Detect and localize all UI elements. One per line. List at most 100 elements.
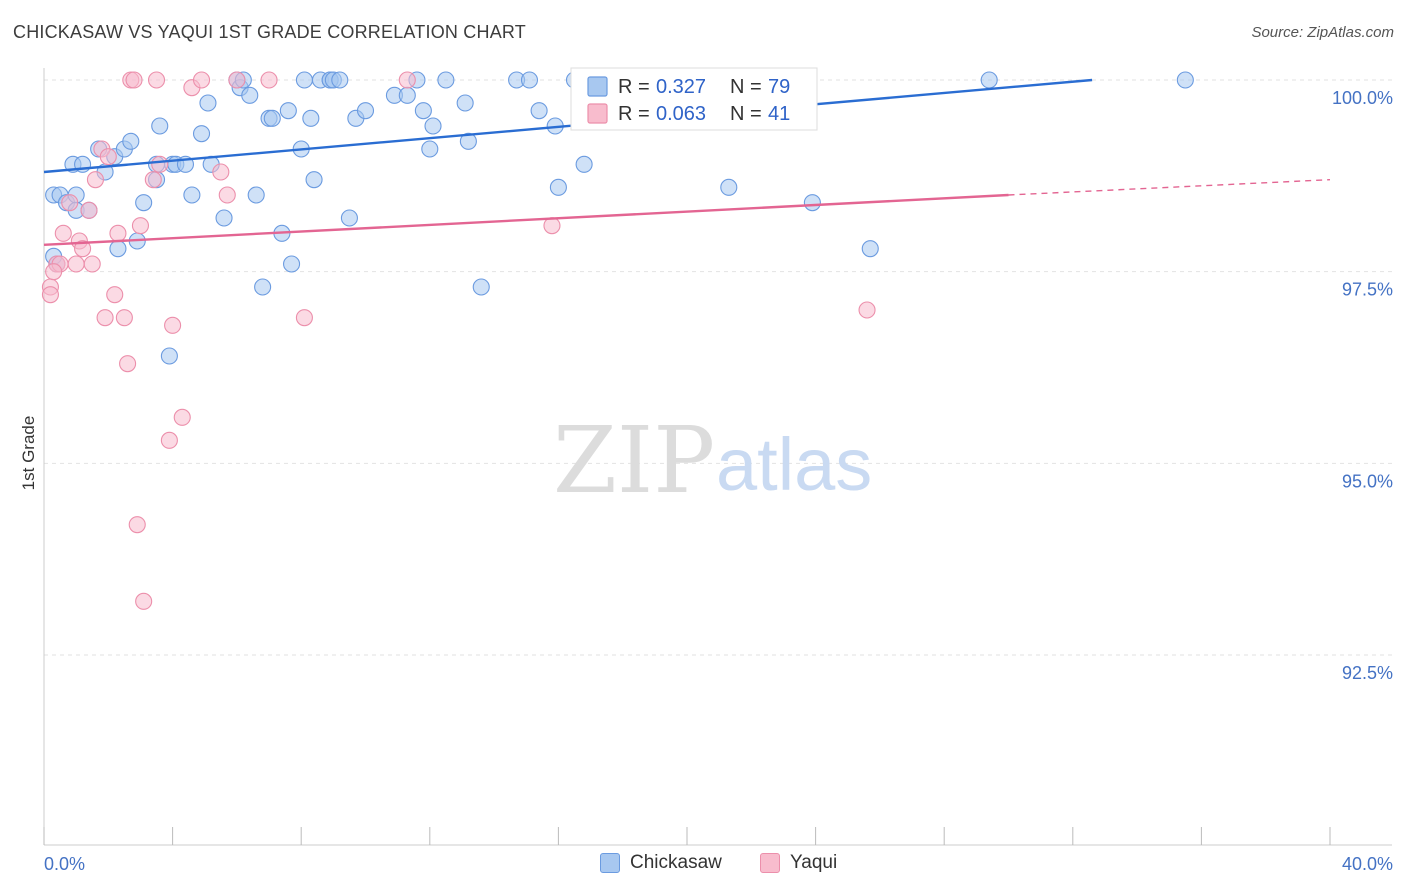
x-tick-label-min: 0.0% <box>44 854 85 874</box>
chickasaw-point[interactable] <box>414 102 432 120</box>
yaqui-point[interactable] <box>151 155 169 173</box>
chickasaw-point[interactable] <box>331 71 349 89</box>
yaqui-point[interactable] <box>125 71 143 89</box>
yaqui-points <box>41 71 876 610</box>
legend-n-label-chickasaw: N = <box>730 76 762 98</box>
y-tick-label: 97.5% <box>1342 280 1393 300</box>
y-tick-label: 100.0% <box>1332 88 1393 108</box>
chickasaw-point[interactable] <box>135 194 153 212</box>
legend-r-value-chickasaw: 0.327 <box>656 76 706 98</box>
yaqui-point[interactable] <box>41 286 59 304</box>
chickasaw-point[interactable] <box>456 94 474 112</box>
yaqui-label: Yaqui <box>790 852 838 873</box>
chickasaw-swatch <box>600 853 620 873</box>
yaqui-point[interactable] <box>144 171 162 189</box>
chickasaw-point[interactable] <box>398 86 416 104</box>
yaqui-point[interactable] <box>45 263 63 281</box>
chickasaw-point[interactable] <box>803 194 821 212</box>
yaqui-point[interactable] <box>109 224 127 242</box>
chickasaw-point[interactable] <box>160 347 178 365</box>
chickasaw-point[interactable] <box>530 102 548 120</box>
chickasaw-point[interactable] <box>295 71 313 89</box>
chickasaw-point[interactable] <box>247 186 265 204</box>
yaqui-point[interactable] <box>115 309 133 327</box>
chickasaw-point[interactable] <box>720 178 738 196</box>
yaqui-point[interactable] <box>54 224 72 242</box>
legend-r-value-yaqui: 0.063 <box>656 103 706 125</box>
yaqui-point[interactable] <box>83 255 101 273</box>
y-tick-label: 92.5% <box>1342 663 1393 683</box>
chickasaw-point[interactable] <box>421 140 439 158</box>
yaqui-point[interactable] <box>858 301 876 319</box>
yaqui-point[interactable] <box>228 71 246 89</box>
yaqui-swatch <box>760 853 780 873</box>
yaqui-point[interactable] <box>212 163 230 181</box>
yaqui-point[interactable] <box>192 71 211 89</box>
yaqui-point[interactable] <box>398 71 416 89</box>
yaqui-point[interactable] <box>86 171 104 189</box>
yaqui-point[interactable] <box>99 148 117 166</box>
yaqui-point[interactable] <box>80 201 98 219</box>
chickasaw-point[interactable] <box>199 94 217 112</box>
legend-item-chickasaw[interactable]: Chickasaw <box>600 852 722 874</box>
watermark-zip: ZIP <box>553 407 715 514</box>
chickasaw-point[interactable] <box>183 186 201 204</box>
chart-title: CHICKASAW VS YAQUI 1ST GRADE CORRELATION… <box>13 22 526 42</box>
yaqui-point[interactable] <box>135 592 153 610</box>
yaqui-point[interactable] <box>295 309 313 327</box>
chickasaw-point[interactable] <box>305 171 323 189</box>
chickasaw-point[interactable] <box>549 178 567 196</box>
chickasaw-point[interactable] <box>340 209 358 227</box>
chickasaw-label: Chickasaw <box>630 852 722 873</box>
yaqui-point[interactable] <box>119 355 137 373</box>
axes <box>43 68 1392 846</box>
legend-n-value-chickasaw: 79 <box>768 76 790 98</box>
chickasaw-point[interactable] <box>151 117 169 135</box>
yaqui-point[interactable] <box>96 309 114 327</box>
watermark: ZIP atlas <box>553 407 872 514</box>
y-tick-labels: 100.0% 97.5% 95.0% 92.5% <box>1332 88 1393 683</box>
chickasaw-point[interactable] <box>459 132 477 150</box>
legend-item-yaqui[interactable]: Yaqui <box>760 852 837 874</box>
chickasaw-point[interactable] <box>472 278 490 296</box>
chickasaw-point[interactable] <box>254 278 272 296</box>
chickasaw-point[interactable] <box>302 109 320 127</box>
yaqui-point[interactable] <box>74 240 92 258</box>
chickasaw-point[interactable] <box>424 117 442 135</box>
yaqui-point[interactable] <box>147 71 166 89</box>
chickasaw-point[interactable] <box>192 125 211 143</box>
chickasaw-point[interactable] <box>109 240 127 258</box>
chickasaw-point[interactable] <box>215 209 233 227</box>
chickasaw-points <box>45 71 1194 365</box>
chickasaw-point[interactable] <box>520 71 539 89</box>
chickasaw-point[interactable] <box>283 255 301 273</box>
chickasaw-point[interactable] <box>861 240 879 258</box>
chickasaw-point[interactable] <box>575 155 593 173</box>
source-label: Source: ZipAtlas.com <box>1251 24 1394 41</box>
chickasaw-point[interactable] <box>241 86 259 104</box>
chickasaw-point[interactable] <box>1176 71 1194 89</box>
chickasaw-point[interactable] <box>980 71 998 89</box>
yaqui-point[interactable] <box>218 186 236 204</box>
series-legend: Chickasaw Yaqui <box>0 852 1406 878</box>
chickasaw-point[interactable] <box>263 109 281 127</box>
yaqui-point[interactable] <box>160 431 178 449</box>
y-axis-title: 1st Grade <box>19 416 38 491</box>
yaqui-point[interactable] <box>173 408 191 426</box>
yaqui-point[interactable] <box>128 516 146 534</box>
yaqui-point[interactable] <box>61 194 79 212</box>
yaqui-point[interactable] <box>106 286 124 304</box>
yaqui-point[interactable] <box>67 255 85 273</box>
yaqui-trend-line <box>43 193 1009 247</box>
x-tick-label-max: 40.0% <box>1342 854 1393 874</box>
yaqui-point[interactable] <box>260 71 278 89</box>
chickasaw-point[interactable] <box>279 102 297 120</box>
yaqui-point[interactable] <box>131 217 149 235</box>
yaqui-point[interactable] <box>164 316 182 334</box>
chickasaw-point[interactable] <box>122 132 140 150</box>
chickasaw-point[interactable] <box>356 102 375 120</box>
chickasaw-point[interactable] <box>437 71 455 89</box>
x-tick-labels: 0.0% 40.0% <box>44 854 1393 874</box>
yaqui-trend-extension <box>1008 178 1331 196</box>
